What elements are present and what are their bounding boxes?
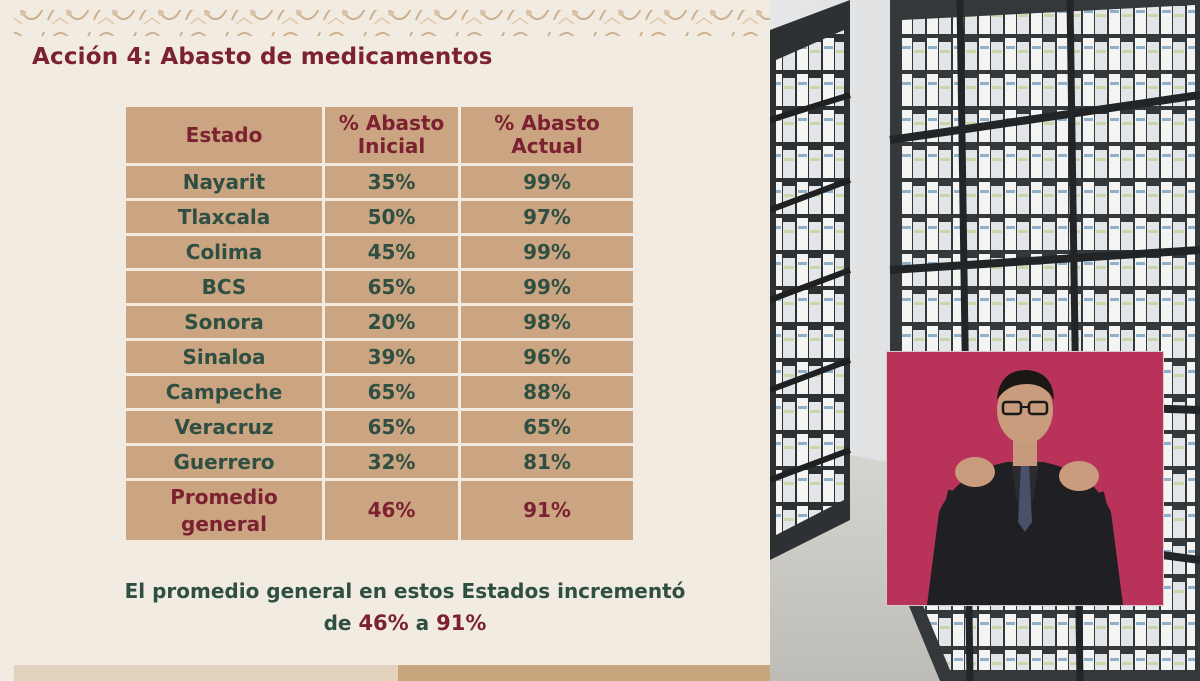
cell-inicial-total: 46% <box>325 481 458 540</box>
table-row: Tlaxcala 50% 97% <box>126 201 633 233</box>
table-row: Veracruz 65% 65% <box>126 411 633 443</box>
table-row: Colima 45% 99% <box>126 236 633 268</box>
cell-actual: 97% <box>461 201 633 233</box>
cell-inicial: 35% <box>325 166 458 198</box>
summary-line-1: El promedio general en estos Estados inc… <box>124 579 686 603</box>
cell-estado: Veracruz <box>126 411 322 443</box>
bottom-decorative-bar <box>14 665 770 681</box>
summary-from-value: 46% <box>358 611 409 635</box>
cell-estado: Tlaxcala <box>126 201 322 233</box>
table-row: Sinaloa 39% 96% <box>126 341 633 373</box>
table-row: BCS 65% 99% <box>126 271 633 303</box>
table-row: Sonora 20% 98% <box>126 306 633 338</box>
summary-to-value: 91% <box>436 611 487 635</box>
cell-estado: BCS <box>126 271 322 303</box>
summary-pre: de <box>323 611 352 635</box>
summary-text: El promedio general en estos Estados inc… <box>80 575 730 639</box>
sign-language-interpreter-inset <box>886 351 1164 606</box>
table-row: Campeche 65% 88% <box>126 376 633 408</box>
cell-actual: 98% <box>461 306 633 338</box>
table-total-row: Promedio general 46% 91% <box>126 481 633 540</box>
cell-estado: Sonora <box>126 306 322 338</box>
cell-inicial: 65% <box>325 376 458 408</box>
table-row: Guerrero 32% 81% <box>126 446 633 478</box>
cell-estado: Campeche <box>126 376 322 408</box>
table-header-row: Estado % Abasto Inicial % Abasto Actual <box>126 107 633 163</box>
table-row: Nayarit 35% 99% <box>126 166 633 198</box>
cell-estado: Colima <box>126 236 322 268</box>
cell-inicial: 65% <box>325 411 458 443</box>
cell-inicial: 65% <box>325 271 458 303</box>
cell-inicial: 20% <box>325 306 458 338</box>
cell-actual-total: 91% <box>461 481 633 540</box>
cell-estado-total: Promedio general <box>126 481 322 540</box>
cell-inicial: 45% <box>325 236 458 268</box>
cell-actual: 99% <box>461 271 633 303</box>
slide-title: Acción 4: Abasto de medicamentos <box>32 44 493 70</box>
cell-actual: 81% <box>461 446 633 478</box>
summary-mid: a <box>415 611 430 635</box>
cell-estado: Nayarit <box>126 166 322 198</box>
cell-estado: Sinaloa <box>126 341 322 373</box>
cell-estado: Guerrero <box>126 446 322 478</box>
abasto-table: Estado % Abasto Inicial % Abasto Actual … <box>123 104 636 543</box>
header-estado: Estado <box>126 107 322 163</box>
cell-actual: 96% <box>461 341 633 373</box>
slide-panel: Acción 4: Abasto de medicamentos Estado … <box>14 10 770 681</box>
decorative-pattern-banner <box>14 10 770 36</box>
header-abasto-inicial: % Abasto Inicial <box>325 107 458 163</box>
cell-actual: 99% <box>461 166 633 198</box>
cell-inicial: 50% <box>325 201 458 233</box>
cell-inicial: 32% <box>325 446 458 478</box>
cell-actual: 65% <box>461 411 633 443</box>
cell-actual: 99% <box>461 236 633 268</box>
header-abasto-actual: % Abasto Actual <box>461 107 633 163</box>
cell-inicial: 39% <box>325 341 458 373</box>
cell-actual: 88% <box>461 376 633 408</box>
